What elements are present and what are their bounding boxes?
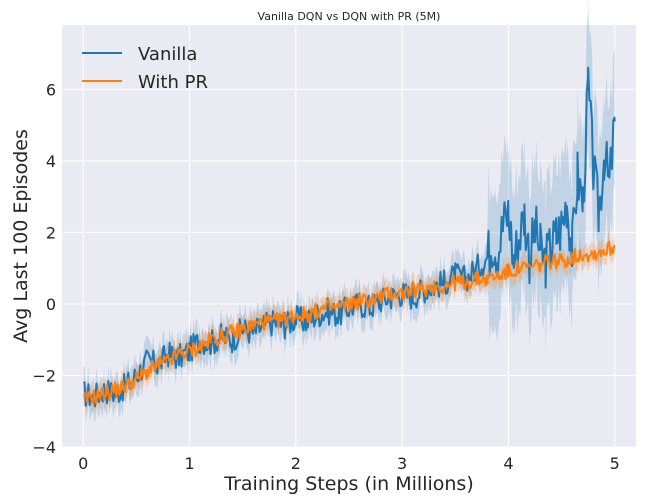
y-tick-label: 0: [46, 295, 56, 314]
y-tick-label: 6: [46, 80, 56, 99]
x-tick-label: 2: [291, 454, 301, 473]
y-tick-label: 2: [46, 223, 56, 242]
x-tick-label: 3: [397, 454, 407, 473]
series-lines: [82, 66, 616, 408]
x-axis-label: Training Steps (in Millions): [223, 473, 473, 495]
chart-title: Vanilla DQN vs DQN with PR (5M): [258, 10, 441, 23]
y-axis-label: Avg Last 100 Episodes: [10, 129, 32, 343]
line-with-pr: [82, 240, 616, 406]
legend: Vanilla With PR: [82, 44, 208, 93]
x-tick-labels: 0 1 2 3 4 5: [78, 454, 620, 473]
band-with-pr: [83, 230, 615, 415]
x-tick-label: 4: [503, 454, 513, 473]
line-vanilla: [82, 66, 616, 408]
y-tick-label: −4: [32, 438, 56, 457]
y-tick-label: −2: [32, 366, 56, 385]
legend-label-vanilla: Vanilla: [138, 44, 197, 65]
x-tick-label: 0: [78, 454, 88, 473]
y-tick-labels: −4 −2 0 2 4 6: [32, 80, 56, 457]
y-tick-label: 4: [46, 152, 56, 171]
x-tick-label: 5: [610, 454, 620, 473]
x-tick-label: 1: [184, 454, 194, 473]
legend-label-with-pr: With PR: [138, 72, 208, 93]
